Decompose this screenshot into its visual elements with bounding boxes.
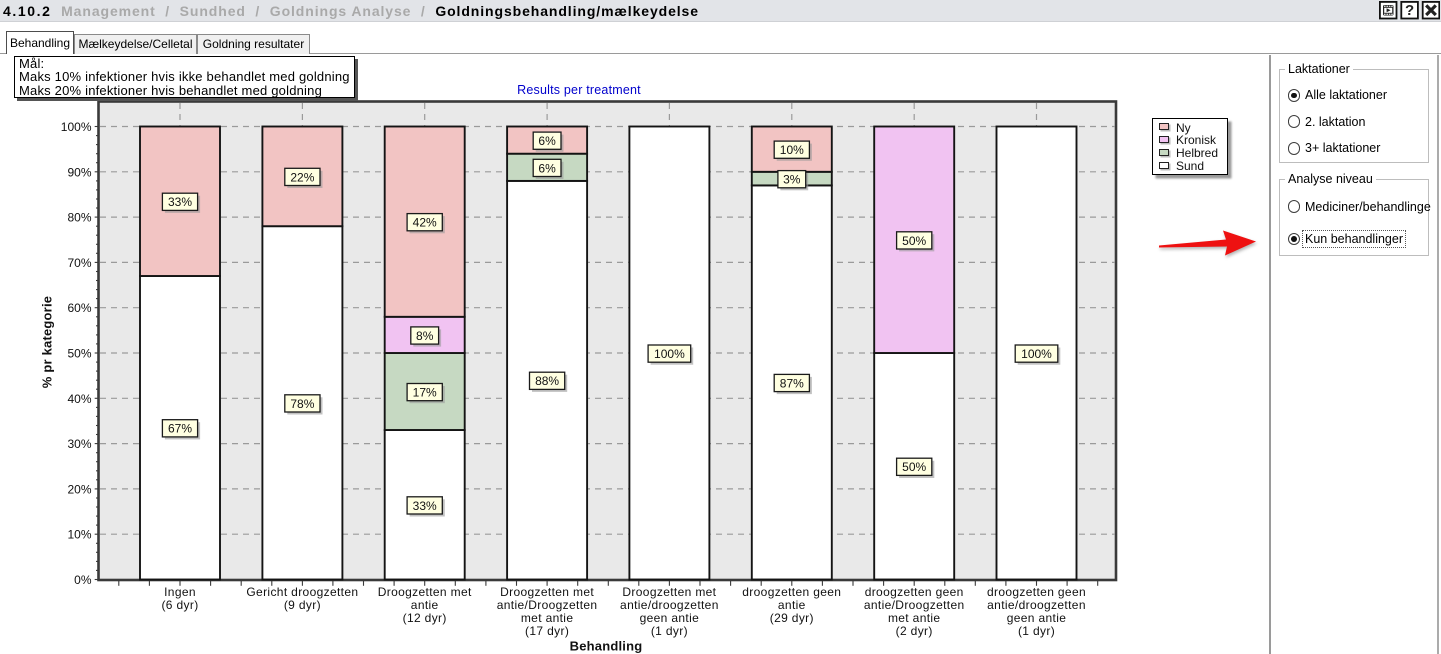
svg-text:(6 dyr): (6 dyr)	[161, 598, 198, 612]
svg-text:100%: 100%	[61, 120, 92, 134]
svg-text:(17 dyr): (17 dyr)	[525, 624, 569, 638]
svg-text:droogzetten geen: droogzetten geen	[865, 585, 964, 599]
svg-text:42%: 42%	[413, 216, 437, 230]
svg-text:40%: 40%	[67, 392, 91, 406]
svg-text:30%: 30%	[67, 437, 91, 451]
svg-text:17%: 17%	[413, 386, 437, 400]
svg-text:10%: 10%	[780, 143, 804, 157]
svg-text:33%: 33%	[168, 195, 192, 209]
svg-text:3%: 3%	[783, 173, 801, 187]
svg-text:50%: 50%	[902, 460, 926, 474]
svg-text:0%: 0%	[74, 573, 92, 587]
svg-text:antie/droogzetten: antie/droogzetten	[620, 598, 719, 612]
svg-text:100%: 100%	[1021, 347, 1052, 361]
svg-text:50%: 50%	[902, 234, 926, 248]
svg-text:8%: 8%	[416, 329, 434, 343]
svg-text:88%: 88%	[535, 374, 559, 388]
svg-text:6%: 6%	[538, 161, 556, 175]
svg-text:60%: 60%	[67, 301, 91, 315]
svg-text:22%: 22%	[290, 170, 314, 184]
svg-text:antie/Droogzetten: antie/Droogzetten	[864, 598, 965, 612]
svg-text:(29 dyr): (29 dyr)	[770, 611, 814, 625]
svg-text:% pr kategorie: % pr kategorie	[40, 296, 55, 388]
svg-text:Ingen: Ingen	[164, 585, 196, 599]
svg-text:Droogzetten met: Droogzetten met	[500, 585, 594, 599]
svg-text:(2 dyr): (2 dyr)	[896, 624, 933, 638]
svg-text:antie: antie	[411, 598, 439, 612]
svg-text:(12 dyr): (12 dyr)	[403, 611, 447, 625]
svg-text:droogzetten geen: droogzetten geen	[987, 585, 1086, 599]
svg-text:antie/Droogzetten: antie/Droogzetten	[497, 598, 598, 612]
svg-text:67%: 67%	[168, 422, 192, 436]
svg-text:70%: 70%	[67, 256, 91, 270]
svg-text:met antie: met antie	[888, 611, 941, 625]
svg-text:100%: 100%	[654, 347, 685, 361]
svg-text:50%: 50%	[67, 347, 91, 361]
svg-text:Droogzetten met: Droogzetten met	[622, 585, 716, 599]
svg-text:10%: 10%	[67, 528, 91, 542]
svg-text:(1 dyr): (1 dyr)	[1018, 624, 1055, 638]
svg-text:33%: 33%	[413, 499, 437, 513]
svg-text:antie: antie	[778, 598, 806, 612]
svg-text:met antie: met antie	[521, 611, 574, 625]
svg-text:geen antie: geen antie	[640, 611, 700, 625]
svg-text:Droogzetten met: Droogzetten met	[378, 585, 472, 599]
svg-text:antie/droogzetten: antie/droogzetten	[987, 598, 1086, 612]
svg-text:(1 dyr): (1 dyr)	[651, 624, 688, 638]
svg-text:droogzetten geen: droogzetten geen	[742, 585, 841, 599]
svg-text:78%: 78%	[290, 397, 314, 411]
svg-text:90%: 90%	[67, 165, 91, 179]
svg-text:Behandling: Behandling	[570, 639, 643, 654]
svg-text:87%: 87%	[780, 376, 804, 390]
svg-text:20%: 20%	[67, 482, 91, 496]
svg-text:Gericht droogzetten: Gericht droogzetten	[246, 585, 358, 599]
svg-text:?: ?	[1405, 2, 1414, 19]
svg-text:geen antie: geen antie	[1007, 611, 1067, 625]
svg-text:(9 dyr): (9 dyr)	[284, 598, 321, 612]
svg-text:6%: 6%	[538, 134, 556, 148]
svg-text:80%: 80%	[67, 211, 91, 225]
